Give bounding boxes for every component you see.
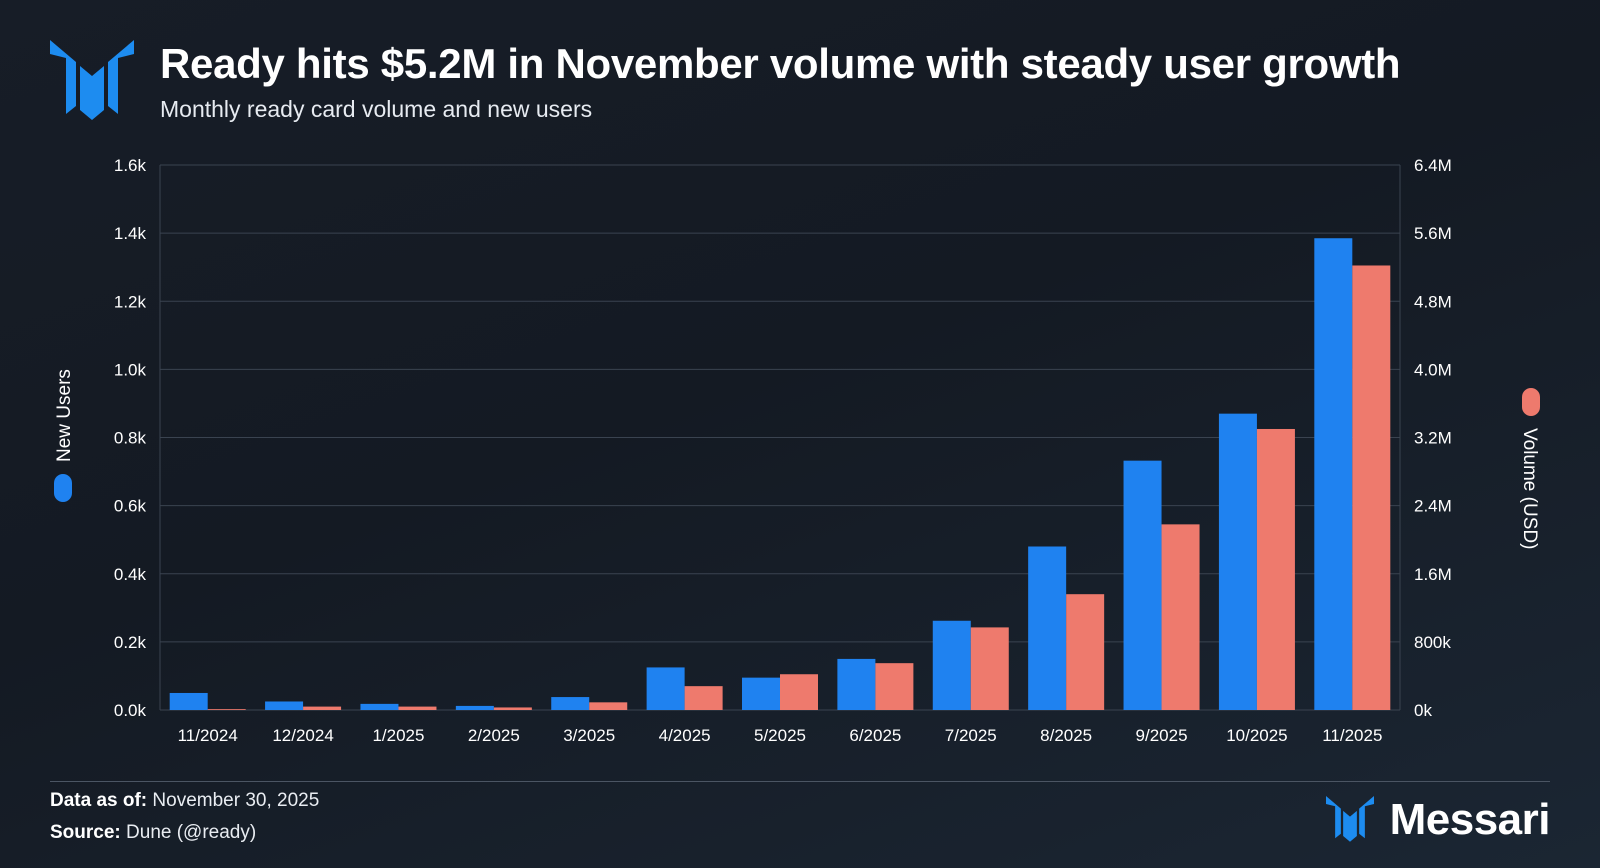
bar-volume <box>207 709 246 710</box>
x-axis-tick-label: 1/2025 <box>372 726 424 745</box>
bar-new-users <box>932 620 971 710</box>
legend-swatch-new-users <box>54 474 72 502</box>
left-axis-tick-label: 1.4k <box>114 224 147 243</box>
bar-new-users <box>1314 238 1353 710</box>
bar-volume <box>1256 428 1295 710</box>
data-as-of-value: November 30, 2025 <box>152 790 320 811</box>
data-as-of-label: Data as of: <box>50 790 148 811</box>
footer-divider <box>50 781 1550 782</box>
right-axis-tick-label: 6.4M <box>1414 156 1452 175</box>
right-axis-tick-label: 3.2M <box>1414 429 1452 448</box>
bar-volume <box>970 627 1009 710</box>
bar-new-users <box>646 667 685 710</box>
logo-mark-shape <box>50 40 76 114</box>
source-label: Source: <box>50 822 121 843</box>
bar-new-users <box>837 658 876 710</box>
bar-volume <box>493 707 532 710</box>
left-axis-title: New Users <box>54 369 75 462</box>
logo-mark-shape <box>108 40 134 114</box>
legend-swatch-volume <box>1522 388 1540 416</box>
brand-mark-shape <box>1358 796 1374 839</box>
x-axis-tick-label: 7/2025 <box>945 726 997 745</box>
right-axis-tick-label: 4.0M <box>1414 360 1452 379</box>
right-axis-tick-label: 1.6M <box>1414 565 1452 584</box>
right-axis-legend: Volume (USD) <box>1519 388 1540 549</box>
bar-volume <box>303 706 342 710</box>
bar-volume <box>589 702 628 710</box>
combo-bar-chart: 0.0k 0.2k 0.4k 0.6k 0.8k 1.0k 1.2k 1.4k 1.6k 0k 80… <box>54 156 1540 745</box>
bar-new-users <box>1123 460 1162 710</box>
bar-new-users <box>742 677 780 710</box>
bar-new-users <box>1218 413 1257 710</box>
source-line: Source: Dune (@ready) <box>50 822 256 844</box>
bar-new-users <box>455 705 494 710</box>
bar-new-users <box>169 692 208 710</box>
x-axis-tick-label: 2/2025 <box>468 726 520 745</box>
data-as-of-line: Data as of: November 30, 2025 <box>50 790 319 812</box>
left-axis-tick-label: 0.6k <box>114 497 147 516</box>
x-axis-tick-label: 8/2025 <box>1040 726 1092 745</box>
chart-title: Ready hits $5.2M in November volume with… <box>160 40 1401 87</box>
x-axis-tick-label: 3/2025 <box>563 726 615 745</box>
x-axis-tick-label: 9/2025 <box>1136 726 1188 745</box>
chart-subtitle: Monthly ready card volume and new users <box>160 96 593 122</box>
brand-name: Messari <box>1389 795 1551 844</box>
bar-volume <box>1352 265 1391 710</box>
bar-new-users <box>1028 546 1067 710</box>
x-axis-tick-label: 11/2025 <box>1322 726 1382 745</box>
left-axis-tick-label: 0.4k <box>114 565 147 584</box>
right-axis-tick-label: 4.8M <box>1414 292 1452 311</box>
source-value: Dune (@ready) <box>126 822 257 843</box>
messari-logo-icon <box>50 40 134 120</box>
right-axis-tick-label: 0k <box>1414 701 1432 720</box>
messari-brand: Messari <box>1325 795 1551 845</box>
brand-mark-shape <box>1342 810 1357 842</box>
left-axis-tick-label: 1.0k <box>114 360 147 379</box>
bar-volume <box>875 663 914 710</box>
right-axis-tick-label: 2.4M <box>1414 497 1452 516</box>
bar-volume <box>398 706 437 710</box>
left-axis-tick-label: 0.2k <box>114 633 147 652</box>
x-axis-tick-label: 6/2025 <box>849 726 901 745</box>
x-axis-tick-label: 12/2024 <box>272 726 333 745</box>
left-axis-tick-label: 0.0k <box>114 701 147 720</box>
right-axis-tick-label: 800k <box>1414 633 1451 652</box>
bar-new-users <box>551 697 590 710</box>
right-axis-title: Volume (USD) <box>1519 428 1540 549</box>
x-axis-tick-label: 11/2024 <box>178 726 238 745</box>
left-axis-legend: New Users <box>54 369 75 502</box>
bar-volume <box>780 674 818 710</box>
bar-volume <box>684 686 723 710</box>
x-axis-tick-label: 4/2025 <box>659 726 711 745</box>
left-axis-tick-label: 1.2k <box>114 292 147 311</box>
right-axis-tick-label: 5.6M <box>1414 224 1452 243</box>
bar-new-users <box>265 701 304 710</box>
bar-new-users <box>360 703 399 710</box>
left-axis-tick-label: 1.6k <box>114 156 147 175</box>
brand-mark-shape <box>1325 796 1341 839</box>
messari-brand-icon <box>1325 796 1374 842</box>
x-axis-tick-label: 10/2025 <box>1226 726 1287 745</box>
x-axis-tick-label: 5/2025 <box>754 726 806 745</box>
logo-mark-shape <box>80 66 104 120</box>
bar-volume <box>1161 524 1200 710</box>
left-axis-tick-label: 0.8k <box>114 429 147 448</box>
bar-volume <box>1066 594 1105 710</box>
